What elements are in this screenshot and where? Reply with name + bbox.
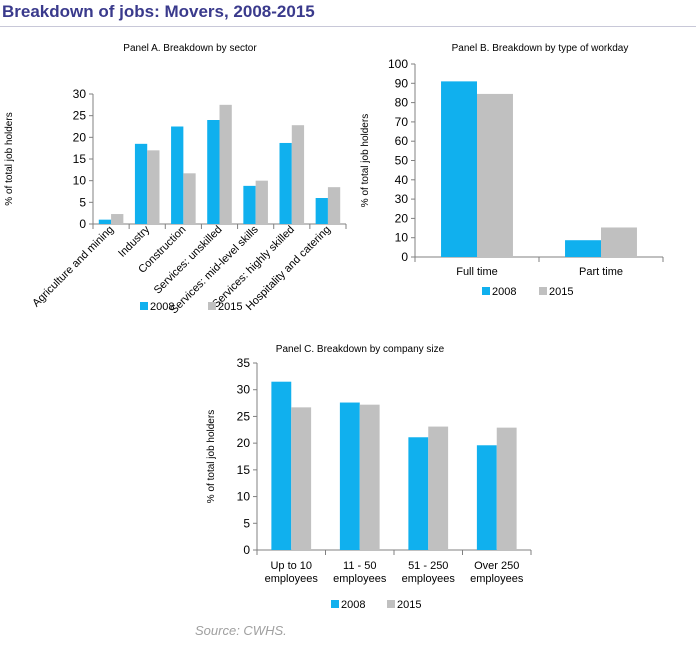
bar-2008-1: [441, 81, 477, 257]
y-tick-label: 20: [73, 130, 87, 144]
panel-c-svg: Panel C. Breakdown by company size % of t…: [206, 344, 532, 611]
legend-swatch-2015: [208, 302, 216, 310]
bar-2008-1: [98, 219, 112, 224]
x-category-label: Full time: [456, 266, 498, 278]
bar-2008-2: [565, 240, 601, 257]
legend-swatch-2008: [331, 600, 339, 608]
y-tick-label: 10: [73, 174, 87, 188]
y-axis-title: % of total job holders: [206, 410, 217, 503]
legend-label-2015: 2015: [549, 286, 573, 298]
legend-label-2015: 2015: [397, 599, 421, 611]
y-tick-label: 50: [395, 154, 409, 168]
bar-2015-5: [255, 180, 268, 224]
panel-title: Panel C. Breakdown by company size: [276, 344, 445, 355]
panel-a-svg: Panel A. Breakdown by sector % of total j…: [4, 43, 347, 316]
panel-title: Panel A. Breakdown by sector: [123, 43, 257, 54]
x-category-label: Services: unskilled: [152, 224, 225, 297]
bar-2015-4: [496, 427, 517, 550]
y-tick-label: 0: [401, 250, 408, 264]
y-tick-label: 60: [395, 134, 409, 148]
y-tick-label: 35: [237, 356, 251, 370]
y-tick-label: 5: [243, 516, 250, 530]
legend-label-2008: 2008: [150, 301, 174, 313]
bar-2015-1: [111, 214, 124, 224]
bar-2008-1: [271, 381, 292, 550]
legend-label-2015: 2015: [218, 301, 242, 313]
bar-2015-6: [291, 125, 305, 224]
x-category-label: Industry: [116, 223, 153, 260]
bar-2015-3: [183, 173, 196, 224]
x-category-label-line-1: Up to 10: [270, 560, 312, 572]
x-category-label-line-2: employees: [265, 573, 319, 585]
x-category-label-line-2: employees: [470, 573, 524, 585]
legend-swatch-2015: [387, 600, 395, 608]
x-category-label-line-1: 11 - 50: [343, 560, 376, 572]
y-tick-label: 30: [73, 87, 87, 101]
bar-2008-4: [476, 445, 497, 550]
y-tick-label: 20: [237, 436, 251, 450]
panel-a-chart: Panel A. Breakdown by sector % of total j…: [0, 36, 350, 326]
y-tick-label: 10: [237, 490, 251, 504]
bar-2015-2: [601, 227, 637, 257]
y-tick-label: 25: [237, 409, 251, 423]
x-category-label-line-2: employees: [333, 573, 387, 585]
legend-label-2008: 2008: [492, 286, 516, 298]
bar-2008-3: [408, 437, 429, 550]
y-tick-label: 15: [73, 152, 87, 166]
bar-2015-1: [477, 93, 513, 257]
y-axis-title: % of total job holders: [4, 112, 15, 205]
y-tick-label: 70: [395, 115, 409, 129]
legend-label-2008: 2008: [341, 599, 365, 611]
bar-2008-5: [243, 185, 256, 224]
bar-2015-2: [359, 404, 380, 550]
x-category-label-line-1: 51 - 250: [408, 560, 448, 572]
x-category-label: Part time: [579, 266, 623, 278]
bar-2015-1: [291, 407, 312, 550]
y-tick-label: 30: [237, 383, 251, 397]
panel-b-svg: Panel B. Breakdown by type of workday % o…: [360, 43, 664, 298]
legend-swatch-2015: [539, 287, 547, 295]
bar-2008-2: [134, 143, 148, 224]
bar-2008-2: [339, 402, 360, 550]
y-tick-label: 20: [395, 211, 409, 225]
bar-2015-7: [327, 187, 341, 224]
bar-2015-2: [147, 150, 160, 224]
y-tick-label: 10: [395, 231, 409, 245]
bar-2015-3: [428, 426, 449, 550]
y-axis-title: % of total job holders: [360, 114, 371, 207]
y-tick-label: 100: [388, 57, 408, 71]
x-category-label-line-1: Over 250: [474, 560, 519, 572]
panel-title: Panel B. Breakdown by type of workday: [452, 43, 629, 54]
legend-swatch-2008: [482, 287, 490, 295]
y-tick-label: 5: [79, 195, 86, 209]
y-tick-label: 30: [395, 192, 409, 206]
legend-swatch-2008: [140, 302, 148, 310]
panel-c-chart: Panel C. Breakdown by company size % of t…: [200, 338, 540, 620]
title-divider: [0, 26, 696, 27]
bar-2008-6: [279, 142, 292, 224]
y-tick-label: 15: [237, 463, 251, 477]
y-tick-label: 80: [395, 96, 409, 110]
y-tick-label: 0: [79, 217, 86, 231]
y-tick-label: 40: [395, 173, 409, 187]
panel-b-chart: Panel B. Breakdown by type of workday % o…: [355, 36, 685, 316]
y-tick-label: 25: [73, 109, 87, 123]
bar-2008-4: [207, 120, 220, 224]
y-tick-label: 90: [395, 76, 409, 90]
source-note: Source: CWHS.: [195, 623, 287, 638]
bar-2015-4: [219, 104, 232, 224]
x-category-label: Agriculture and mining: [30, 224, 116, 310]
page-title: Breakdown of jobs: Movers, 2008-2015: [2, 2, 315, 21]
bar-2008-7: [315, 198, 328, 224]
x-category-label-line-2: employees: [402, 573, 456, 585]
bar-2008-3: [171, 126, 184, 224]
y-tick-label: 0: [243, 543, 250, 557]
